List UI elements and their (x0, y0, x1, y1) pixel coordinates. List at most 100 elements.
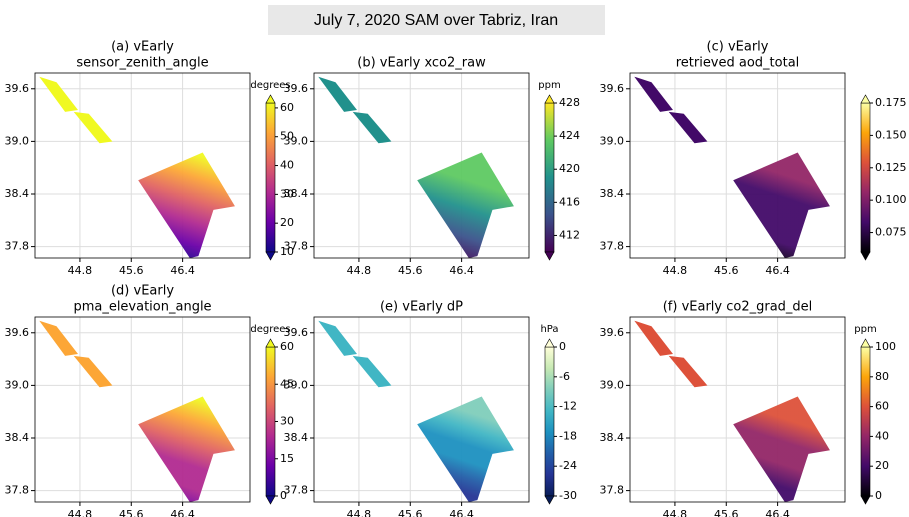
y-tick-label: 37.8 (5, 240, 30, 253)
colorbar-tick-label: -6 (559, 370, 570, 383)
colorbar-extend (265, 338, 276, 348)
y-tick-label: 37.8 (284, 484, 309, 497)
swath-strip (73, 355, 113, 388)
y-tick-label: 37.8 (600, 484, 625, 497)
colorbar-extend (544, 338, 555, 348)
x-tick-label: 46.4 (449, 508, 474, 517)
colorbar-tick-label: 50 (280, 130, 294, 143)
colorbar (265, 102, 276, 253)
x-tick-label: 45.6 (714, 264, 739, 277)
swath (138, 396, 235, 502)
colorbar-tick-label: 40 (280, 159, 294, 172)
colorbar-tick-label: -12 (559, 400, 577, 413)
colorbar-tick-label: -18 (559, 429, 577, 442)
y-tick-label: 39.0 (5, 378, 30, 391)
x-tick-label: 44.8 (663, 508, 688, 517)
x-tick-label: 46.4 (170, 508, 195, 517)
x-tick-label: 46.4 (170, 264, 195, 277)
y-tick-label: 39.6 (284, 326, 309, 339)
swath-strip (318, 320, 357, 356)
colorbar-extend (860, 495, 871, 505)
swath-strip (634, 76, 673, 112)
panel-title: (e) vEarly dP (380, 300, 463, 315)
colorbar-label: hPa (540, 324, 558, 335)
y-tick-label: 39.6 (600, 326, 625, 339)
plot-frame (34, 72, 251, 259)
panel-title: (a) vEarly (111, 40, 174, 55)
colorbar-tick-label: 20 (280, 216, 294, 229)
title-box (268, 5, 605, 35)
y-tick-label: 39.6 (5, 82, 30, 95)
panel-title: pma_elevation_angle (73, 300, 211, 315)
colorbar-tick-label: 0 (559, 340, 566, 353)
y-tick-label: 37.8 (284, 240, 309, 253)
colorbar-tick-label: 30 (280, 415, 294, 428)
swath-strip (318, 76, 357, 112)
colorbar-label: degrees (250, 324, 290, 335)
colorbar-tick-label: 45 (280, 377, 294, 390)
colorbar-tick-label: 0.100 (875, 193, 907, 206)
colorbar-tick-label: 15 (280, 452, 294, 465)
colorbar (544, 102, 555, 253)
colorbar-tick-label: 0.150 (875, 128, 907, 141)
x-tick-label: 45.6 (714, 508, 739, 517)
colorbar-tick-label: 100 (875, 340, 896, 353)
colorbar-extend (265, 495, 276, 505)
x-tick-label: 46.4 (765, 508, 790, 517)
y-tick-label: 39.6 (284, 82, 309, 95)
x-tick-label: 45.6 (398, 508, 423, 517)
y-tick-label: 37.8 (600, 240, 625, 253)
colorbar-extend (544, 251, 555, 261)
colorbar-tick-label: 0.125 (875, 161, 907, 174)
panel-title: sensor_zenith_angle (76, 56, 208, 71)
colorbar-tick-label: 0 (280, 489, 287, 502)
swath-strip (39, 320, 78, 356)
colorbar-tick-label: 420 (559, 162, 580, 175)
colorbar (544, 346, 555, 497)
colorbar-tick-label: 0.175 (875, 96, 907, 109)
swath (733, 396, 830, 502)
swath (417, 152, 514, 258)
colorbar-tick-label: 0.075 (875, 226, 907, 239)
colorbar-label: ppm (538, 80, 560, 91)
plot-frame (313, 72, 530, 259)
colorbar-extend (860, 338, 871, 348)
figure-title: July 7, 2020 SAM over Tabriz, Iran (314, 12, 558, 29)
x-tick-label: 44.8 (68, 508, 93, 517)
colorbar-extend (860, 251, 871, 261)
swath-strip (668, 111, 708, 144)
y-tick-label: 39.0 (284, 378, 309, 391)
swath-strip (39, 76, 78, 112)
colorbar-tick-label: 428 (559, 96, 580, 109)
x-tick-label: 45.6 (119, 508, 144, 517)
colorbar-tick-label: 20 (875, 459, 889, 472)
y-tick-label: 38.4 (600, 187, 625, 200)
plot-frame (313, 316, 530, 503)
y-tick-label: 39.6 (5, 326, 30, 339)
colorbar-tick-label: 0 (875, 489, 882, 502)
colorbar-tick-label: 60 (280, 101, 294, 114)
colorbar-tick-label: 424 (559, 129, 580, 142)
panel-title: retrieved aod_total (676, 56, 800, 71)
panel-title: (d) vEarly (111, 284, 174, 299)
y-tick-label: 39.0 (284, 134, 309, 147)
y-tick-label: 39.0 (600, 134, 625, 147)
x-tick-label: 44.8 (347, 264, 372, 277)
colorbar-tick-label: -30 (559, 489, 577, 502)
swath (138, 152, 235, 258)
y-tick-label: 38.4 (5, 431, 30, 444)
x-tick-label: 46.4 (449, 264, 474, 277)
x-tick-label: 45.6 (119, 264, 144, 277)
y-tick-label: 39.0 (5, 134, 30, 147)
colorbar-label: degrees (250, 80, 290, 91)
swath-strip (634, 320, 673, 356)
y-tick-label: 38.4 (5, 187, 30, 200)
colorbar-tick-label: 412 (559, 228, 580, 241)
colorbar-extend (860, 94, 871, 104)
plot-frame (629, 316, 846, 503)
colorbar-tick-label: 416 (559, 195, 580, 208)
panel-title: (b) vEarly xco2_raw (357, 56, 486, 71)
plot-frame (34, 316, 251, 503)
colorbar-extend (544, 495, 555, 505)
